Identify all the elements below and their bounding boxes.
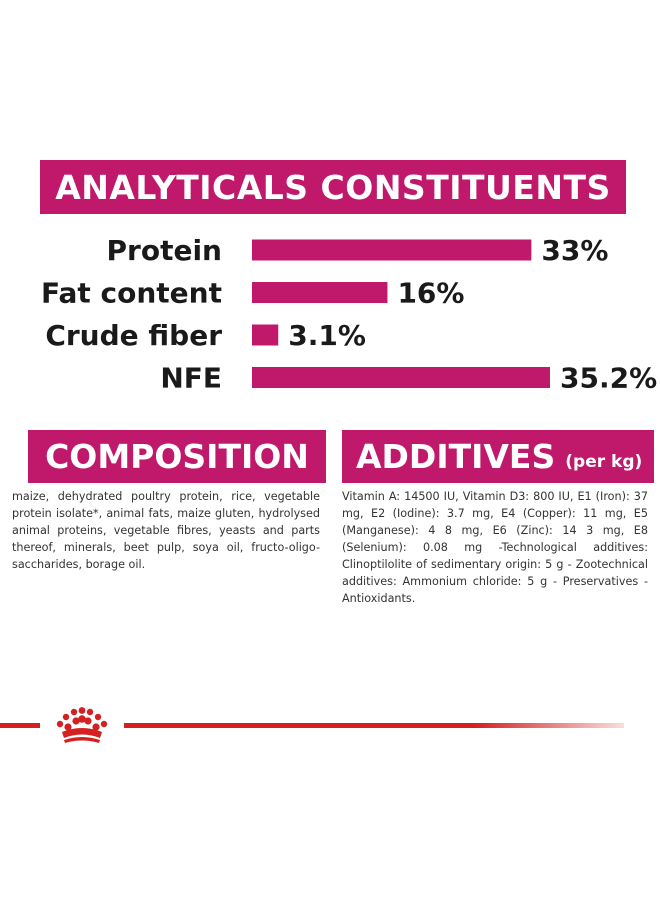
analytics-bar-chart: Protein 33% Fat content 16% Crude fiber 3.1% N… [41,234,657,395]
additives-unit: (per kg) [565,451,643,472]
category-label: Fat content [41,277,222,310]
bar [252,282,388,303]
composition-title-banner: COMPOSITION [28,430,326,483]
footer-divider-right [124,723,624,728]
footer-divider-left [0,723,40,728]
additives-title: ADDITIVES [356,437,556,476]
value-label: 16% [397,277,464,310]
analytics-title-banner: ANALYTICALS CONSTITUENTS [40,160,626,214]
category-label: Protein [107,234,222,267]
composition-title: COMPOSITION [45,437,309,476]
bar [252,239,532,261]
value-label: 3.1% [288,319,366,352]
bar [252,367,550,388]
composition-text: maize, dehydrated poultry protein, rice,… [12,490,320,571]
category-label: NFE [160,362,222,395]
additives-title-banner: ADDITIVES (per kg) [342,430,654,483]
additives-text: Vitamin A: 14500 IU, Vitamin D3: 800 IU,… [342,490,648,605]
value-label: 35.2% [560,362,657,395]
category-label: Crude fiber [45,319,222,352]
bar [252,324,279,346]
analytics-title: ANALYTICALS CONSTITUENTS [55,167,611,207]
crown-icon [56,707,108,743]
value-label: 33% [541,234,608,267]
